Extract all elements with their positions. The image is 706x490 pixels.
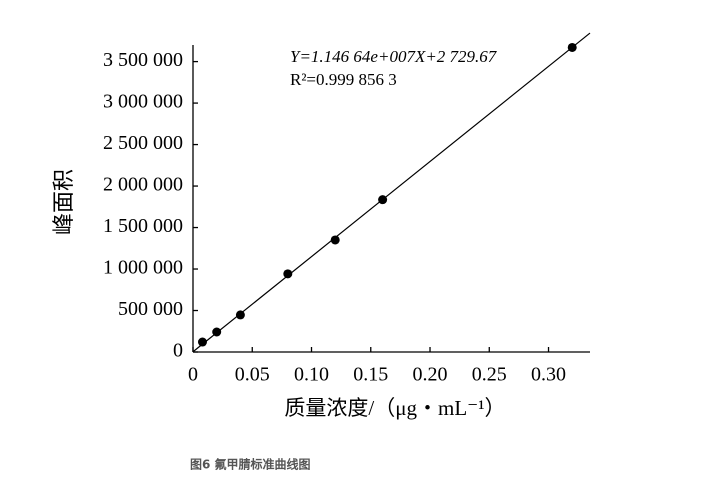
data-point xyxy=(378,195,388,205)
y-tick-label: 0 xyxy=(173,340,183,362)
data-point xyxy=(235,310,245,320)
r-squared: R²=0.999 856 3 xyxy=(290,70,397,89)
x-tick-label: 0.30 xyxy=(531,364,566,386)
y-tick-label: 2 000 000 xyxy=(103,174,183,196)
y-tick-label: 1 000 000 xyxy=(103,257,183,279)
data-point xyxy=(197,337,207,347)
data-point xyxy=(212,327,222,337)
x-tick-label: 0.05 xyxy=(235,364,270,386)
data-point xyxy=(567,42,577,52)
y-tick-label: 1 500 000 xyxy=(103,215,183,237)
x-tick-label: 0.10 xyxy=(294,364,329,386)
y-tick-label: 500 000 xyxy=(118,298,183,320)
y-tick-label: 3 000 000 xyxy=(103,91,183,113)
caption: 图6 氟甲腈标准曲线图 xyxy=(190,457,311,472)
x-tick-label: 0.15 xyxy=(353,364,388,386)
y-tick-label: 2 500 000 xyxy=(103,132,183,154)
trendline xyxy=(192,32,591,353)
y-tick-label: 3 500 000 xyxy=(103,49,183,71)
x-tick-label: 0 xyxy=(188,364,198,386)
equation: Y=1.146 64e+007X+2 729.67 xyxy=(290,47,498,66)
x-tick-label: 0.25 xyxy=(472,364,507,386)
x-axis-label: 质量浓度/（μg・mL⁻¹） xyxy=(284,396,505,420)
x-tick-label: 0.20 xyxy=(413,364,448,386)
y-axis-label: 峰面积 xyxy=(51,169,76,235)
data-point xyxy=(330,235,340,245)
data-point xyxy=(283,269,293,279)
